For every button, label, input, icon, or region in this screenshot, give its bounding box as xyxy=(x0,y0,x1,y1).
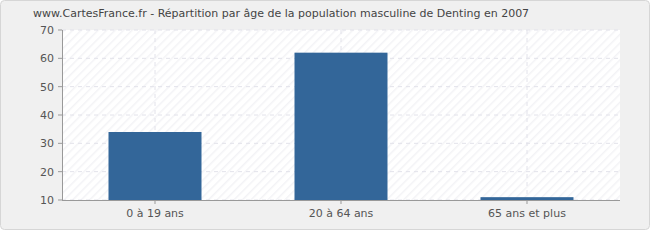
bars xyxy=(109,53,574,200)
x-tick-label: 0 à 19 ans xyxy=(126,207,184,220)
y-tick-label: 10 xyxy=(40,194,54,207)
y-tick-label: 60 xyxy=(40,52,54,65)
plot-area xyxy=(62,30,620,200)
x-tick-label: 65 ans et plus xyxy=(488,207,566,220)
y-tick xyxy=(58,115,62,116)
y-tick-label: 20 xyxy=(40,166,54,179)
y-tick-label: 30 xyxy=(40,137,54,150)
y-tick xyxy=(58,58,62,59)
chart-container: www.CartesFrance.fr - Répartition par âg… xyxy=(0,0,650,230)
chart-svg: www.CartesFrance.fr - Répartition par âg… xyxy=(0,0,650,230)
y-tick xyxy=(58,30,62,31)
bar xyxy=(295,53,388,200)
y-tick xyxy=(58,143,62,144)
y-tick-label: 70 xyxy=(40,24,54,37)
x-tick xyxy=(527,200,528,204)
grid-line-x xyxy=(527,30,528,200)
y-tick xyxy=(58,200,62,201)
title: www.CartesFrance.fr - Répartition par âg… xyxy=(33,7,529,20)
x-tick xyxy=(155,200,156,204)
x-tick-label: 20 à 64 ans xyxy=(309,207,374,220)
y-axis xyxy=(62,30,63,200)
bar xyxy=(481,197,574,200)
y-tick-label: 50 xyxy=(40,81,54,94)
y-tick-label: 40 xyxy=(40,109,54,122)
y-tick xyxy=(58,86,62,87)
y-tick xyxy=(58,171,62,172)
background xyxy=(1,1,650,230)
x-tick xyxy=(341,200,342,204)
bar xyxy=(109,132,202,200)
